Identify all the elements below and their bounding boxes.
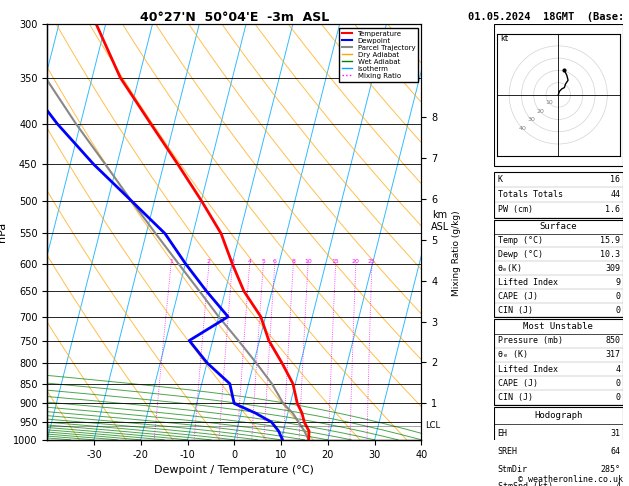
Text: 8: 8 <box>291 259 295 263</box>
Text: 0: 0 <box>615 393 620 402</box>
Text: 01.05.2024  18GMT  (Base: 00): 01.05.2024 18GMT (Base: 00) <box>467 12 629 22</box>
Text: θₑ(K): θₑ(K) <box>498 264 523 273</box>
Bar <box>494 220 623 317</box>
Text: CAPE (J): CAPE (J) <box>498 292 538 301</box>
Text: SREH: SREH <box>498 447 518 456</box>
Text: 285°: 285° <box>600 465 620 474</box>
Text: LCL: LCL <box>425 421 440 430</box>
Text: 64: 64 <box>610 447 620 456</box>
X-axis label: Dewpoint / Temperature (°C): Dewpoint / Temperature (°C) <box>154 465 314 475</box>
Bar <box>494 319 623 404</box>
Text: 10: 10 <box>545 100 554 105</box>
Text: 850: 850 <box>605 336 620 345</box>
Text: Lifted Index: Lifted Index <box>498 278 558 287</box>
Text: 4: 4 <box>248 259 252 263</box>
Text: 3: 3 <box>230 259 235 263</box>
Text: 20: 20 <box>352 259 360 263</box>
Title: 40°27'N  50°04'E  -3m  ASL: 40°27'N 50°04'E -3m ASL <box>140 11 329 24</box>
Text: 0: 0 <box>615 379 620 388</box>
Text: 0: 0 <box>615 306 620 315</box>
Text: EH: EH <box>498 429 508 438</box>
Text: StmSpd (kt): StmSpd (kt) <box>498 483 553 486</box>
Text: kt: kt <box>501 34 509 43</box>
Text: 0: 0 <box>615 292 620 301</box>
Text: 4: 4 <box>615 483 620 486</box>
Bar <box>494 407 623 486</box>
Legend: Temperature, Dewpoint, Parcel Trajectory, Dry Adiabat, Wet Adiabat, Isotherm, Mi: Temperature, Dewpoint, Parcel Trajectory… <box>339 28 418 82</box>
Text: Mixing Ratio (g/kg): Mixing Ratio (g/kg) <box>452 210 460 295</box>
Y-axis label: hPa: hPa <box>0 222 8 242</box>
Text: θₑ (K): θₑ (K) <box>498 350 528 359</box>
Bar <box>494 172 623 218</box>
Text: 1: 1 <box>169 259 173 263</box>
Text: 31: 31 <box>610 429 620 438</box>
Text: 10.3: 10.3 <box>600 250 620 259</box>
Text: CAPE (J): CAPE (J) <box>498 379 538 388</box>
Text: 9: 9 <box>615 278 620 287</box>
Text: 44: 44 <box>610 190 620 199</box>
Text: Totals Totals: Totals Totals <box>498 190 562 199</box>
Text: Pressure (mb): Pressure (mb) <box>498 336 562 345</box>
Text: Lifted Index: Lifted Index <box>498 364 558 374</box>
Text: 15: 15 <box>331 259 340 263</box>
Text: © weatheronline.co.uk: © weatheronline.co.uk <box>518 474 623 484</box>
Text: 20: 20 <box>537 108 545 114</box>
Text: Hodograph: Hodograph <box>534 411 582 420</box>
Text: K: K <box>498 175 503 184</box>
Text: Most Unstable: Most Unstable <box>523 322 593 331</box>
Text: CIN (J): CIN (J) <box>498 393 533 402</box>
Text: 30: 30 <box>528 118 536 122</box>
Text: 6: 6 <box>273 259 277 263</box>
Text: StmDir: StmDir <box>498 465 528 474</box>
Text: Dewp (°C): Dewp (°C) <box>498 250 543 259</box>
Y-axis label: km
ASL: km ASL <box>431 210 449 232</box>
Text: 25: 25 <box>368 259 376 263</box>
Text: 15.9: 15.9 <box>600 236 620 245</box>
Text: PW (cm): PW (cm) <box>498 206 533 214</box>
Text: 2: 2 <box>207 259 211 263</box>
Text: 16: 16 <box>610 175 620 184</box>
Bar <box>494 24 623 166</box>
Text: CIN (J): CIN (J) <box>498 306 533 315</box>
Text: Temp (°C): Temp (°C) <box>498 236 543 245</box>
Text: Surface: Surface <box>540 222 577 231</box>
Text: 10: 10 <box>304 259 312 263</box>
Text: 4: 4 <box>615 364 620 374</box>
Text: 309: 309 <box>605 264 620 273</box>
Text: 40: 40 <box>519 126 527 131</box>
Text: 5: 5 <box>262 259 265 263</box>
Text: 317: 317 <box>605 350 620 359</box>
Text: 1.6: 1.6 <box>605 206 620 214</box>
